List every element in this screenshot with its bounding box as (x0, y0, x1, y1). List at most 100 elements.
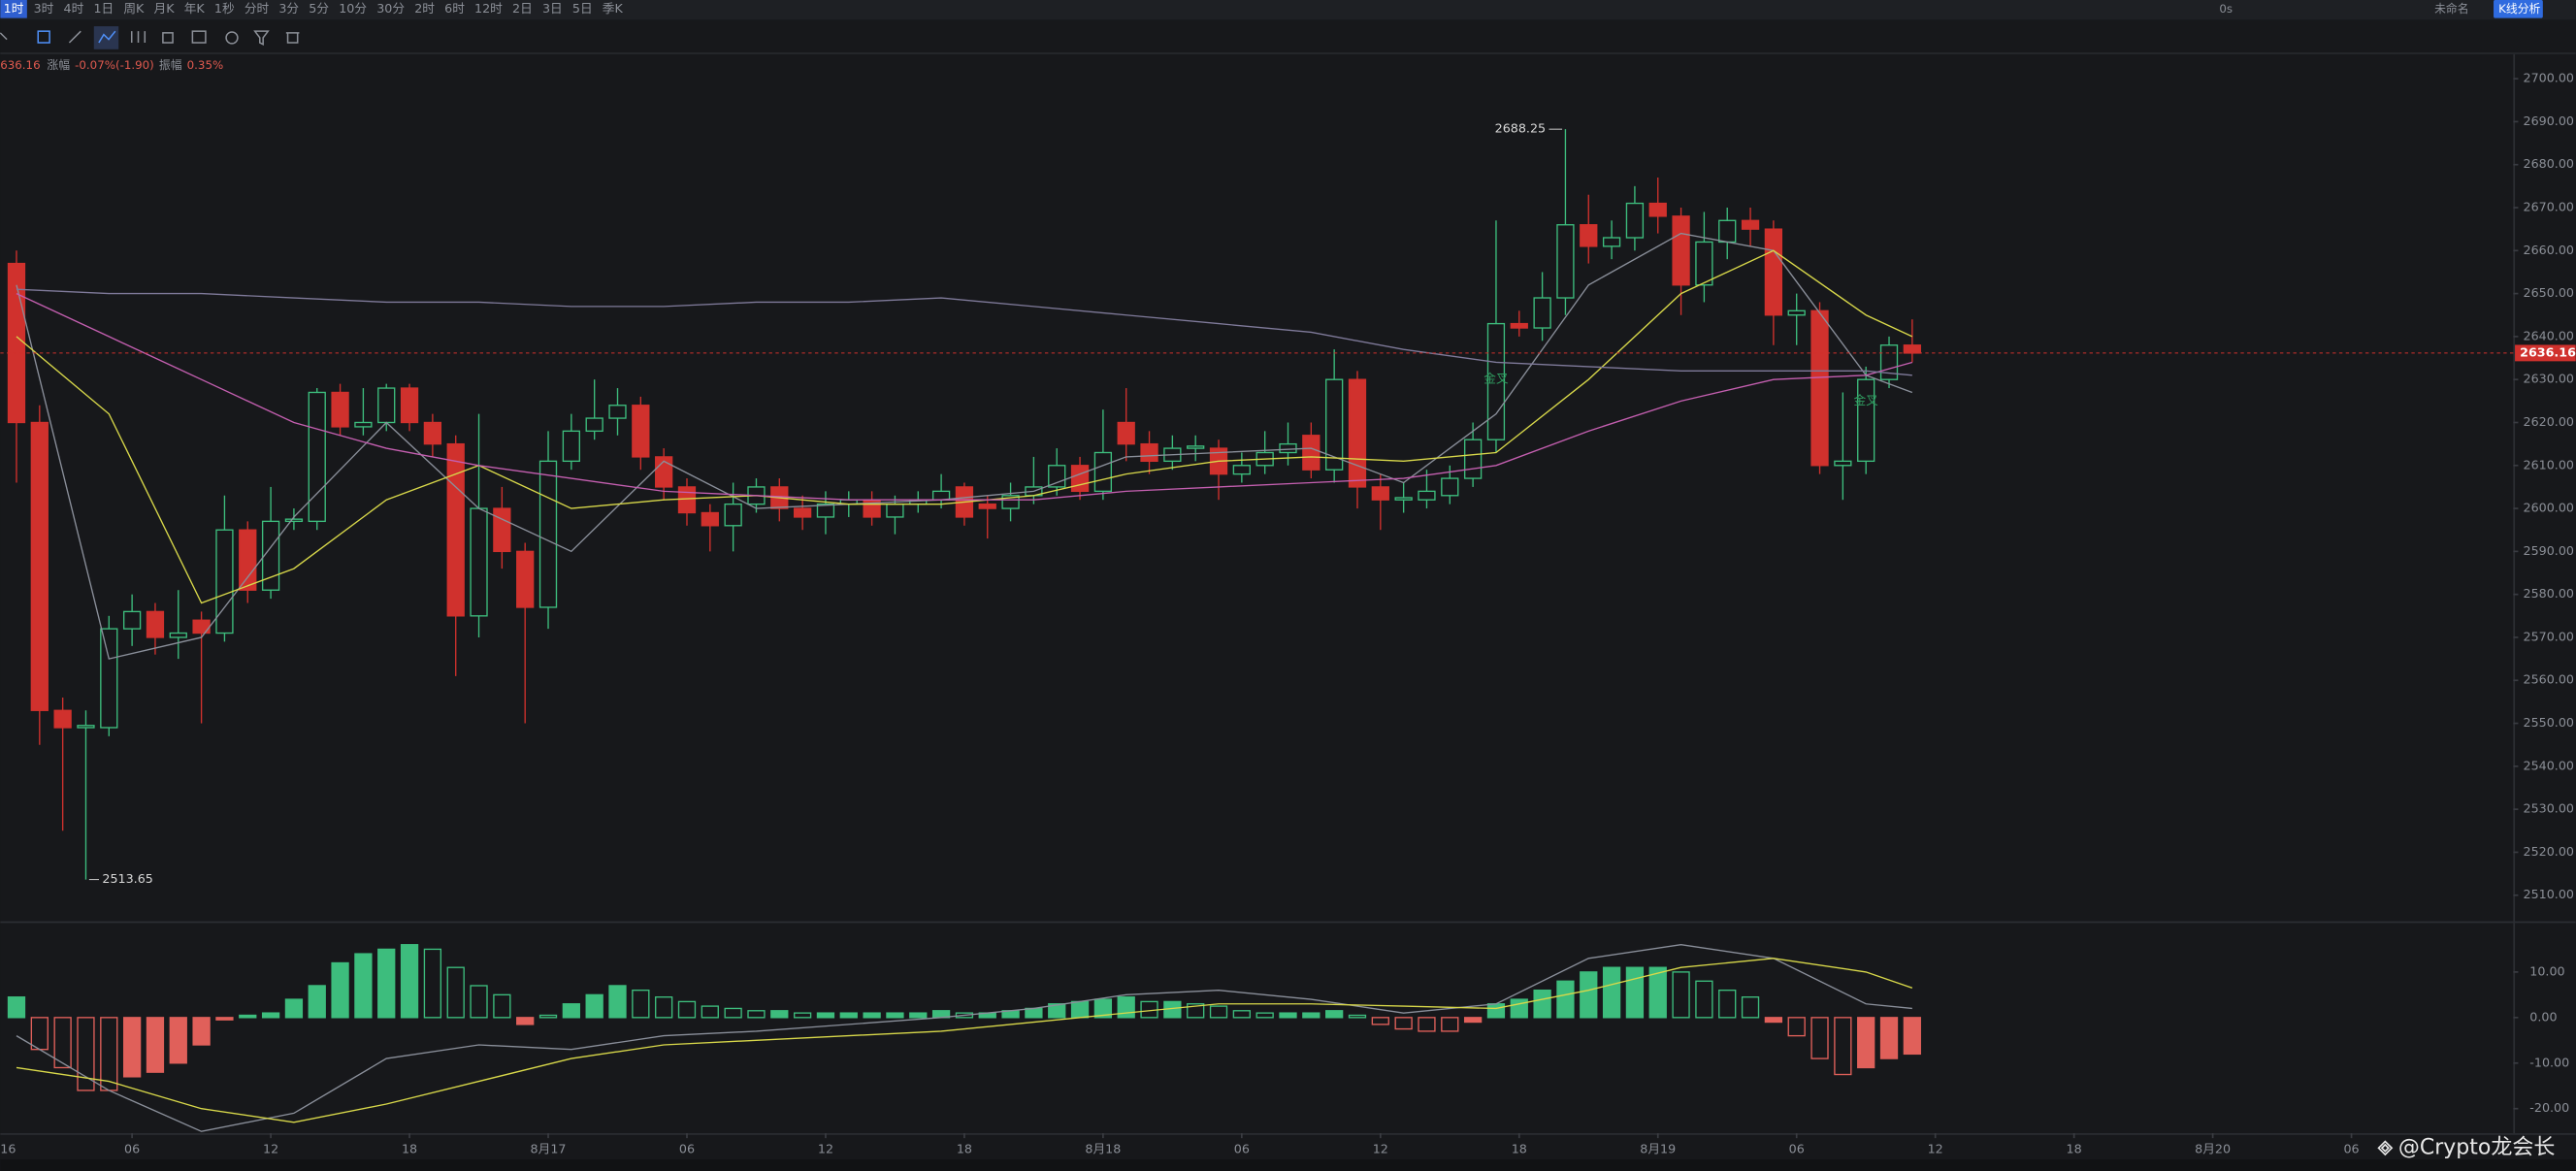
x-tick-label: 12 (818, 1141, 833, 1155)
tool-icon[interactable] (37, 30, 50, 44)
macd-bar (1441, 1017, 1459, 1032)
toolbar-item[interactable]: K线分析 (2498, 2, 2540, 16)
candle-body (470, 507, 488, 617)
x-tick-label: 18 (402, 1141, 417, 1155)
tool-icon[interactable] (0, 32, 8, 41)
x-tick-label: 06 (1789, 1141, 1805, 1155)
macd-bar (100, 1017, 118, 1091)
tool-icon[interactable] (253, 30, 270, 46)
candle-body (77, 725, 95, 729)
interval[interactable]: 3时 (34, 1, 54, 16)
macd-bar (1025, 1007, 1043, 1019)
macd-bar (77, 1017, 95, 1091)
interval[interactable]: 月K (154, 1, 176, 16)
candle-body (1834, 460, 1852, 467)
candle-body (1463, 439, 1483, 479)
interval[interactable]: 5日 (572, 1, 593, 16)
candle-body (538, 460, 558, 608)
info-amplitude-label: 振幅 (159, 58, 182, 72)
candle-body (215, 529, 234, 634)
candle-body (632, 405, 650, 458)
candle-body (1001, 495, 1020, 509)
candle-body (886, 503, 904, 518)
candle-body (1648, 202, 1667, 217)
tool-icon[interactable] (285, 32, 300, 44)
x-tick-label: 06 (124, 1141, 140, 1155)
interval[interactable]: 1时 (4, 1, 24, 16)
interval[interactable]: 1秒 (214, 1, 235, 16)
info-amplitude: 0.35% (187, 58, 224, 72)
macd-bar (677, 1000, 697, 1019)
watermark-icon (2377, 1140, 2394, 1156)
macd-bar (1463, 1017, 1483, 1024)
tool-icon[interactable] (130, 31, 147, 44)
interval[interactable]: 30分 (376, 1, 405, 16)
interval[interactable]: 5分 (309, 1, 329, 16)
interval[interactable]: 年K (184, 1, 206, 16)
interval-group: 1时 3时 4时 1日 周K 月K 年K 1秒 分时 3分 5分 10分 30分 2时 6时 12时 2日 3日 5… (0, 0, 2543, 18)
x-tick-label: 06 (679, 1141, 695, 1155)
candle-body (978, 503, 996, 509)
interval[interactable]: 12时 (474, 1, 503, 16)
macd-bar (1903, 1017, 1921, 1056)
macd-bar (1394, 1017, 1413, 1030)
macd-line (16, 944, 1912, 1132)
tool-icon[interactable] (225, 31, 239, 45)
x-tick-label: 8月20 (2195, 1141, 2231, 1155)
candle-body (1556, 224, 1575, 299)
interval[interactable]: 周K (123, 1, 145, 16)
macd-bar (400, 944, 419, 1019)
interval[interactable]: 1日 (93, 1, 114, 16)
candle-body (1371, 486, 1389, 501)
interval[interactable]: 2日 (512, 1, 533, 16)
interval[interactable]: 分时 (245, 1, 270, 16)
y-tick-label: 2580.00 (2524, 586, 2574, 601)
macd-bar (1672, 971, 1690, 1019)
cross-annotation: 金叉 (1484, 372, 1509, 386)
macd-bar (30, 1017, 49, 1051)
y-tick-label: 2630.00 (2524, 372, 2574, 386)
y-tick-label: 2550.00 (2524, 715, 2574, 730)
macd-bar (1255, 1012, 1274, 1019)
y-tick-label: 2510.00 (2524, 887, 2574, 901)
interval[interactable]: 6时 (444, 1, 465, 16)
tool-icon[interactable] (191, 30, 207, 44)
candle-body (446, 442, 465, 617)
interval[interactable]: 10分 (339, 1, 367, 16)
y-tick-label: 2540.00 (2524, 758, 2574, 772)
macd-bar (1348, 1014, 1367, 1019)
macd-bar (770, 1010, 789, 1019)
tool-icon[interactable] (98, 30, 116, 44)
toolbar-item[interactable]: 0s (2219, 2, 2233, 16)
interval[interactable]: 季K (603, 1, 624, 16)
macd-bar (1834, 1017, 1852, 1076)
macd-bar (423, 948, 442, 1019)
candle-body (1048, 465, 1066, 488)
candle-body (1510, 322, 1528, 329)
y-tick-label: 2620.00 (2524, 414, 2574, 429)
candle-body (677, 486, 697, 514)
macd-bar (701, 1005, 719, 1019)
interval[interactable]: 3分 (278, 1, 299, 16)
macd-bar (192, 1017, 211, 1046)
candle-body (53, 709, 72, 729)
candle-body (701, 511, 719, 527)
drawing-tools (0, 26, 300, 49)
y-tick-label: 2670.00 (2524, 200, 2574, 214)
candle-body (516, 550, 535, 608)
toolbar-item[interactable]: 未命名 (2434, 2, 2469, 16)
analysis-button[interactable] (2494, 0, 2543, 18)
macd-bar (377, 948, 396, 1019)
interval-active[interactable] (0, 0, 27, 18)
candle-body (169, 632, 187, 638)
tool-icon[interactable] (162, 32, 174, 44)
candle-body (192, 619, 211, 634)
interval[interactable]: 4时 (64, 1, 84, 16)
interval[interactable]: 2时 (414, 1, 435, 16)
interval[interactable]: 3日 (542, 1, 563, 16)
tool-icon[interactable] (68, 30, 82, 44)
candle-body (1741, 219, 1760, 230)
macd-bar (1718, 989, 1737, 1019)
macd-bar (1418, 1017, 1436, 1032)
macd-bar (585, 993, 603, 1019)
